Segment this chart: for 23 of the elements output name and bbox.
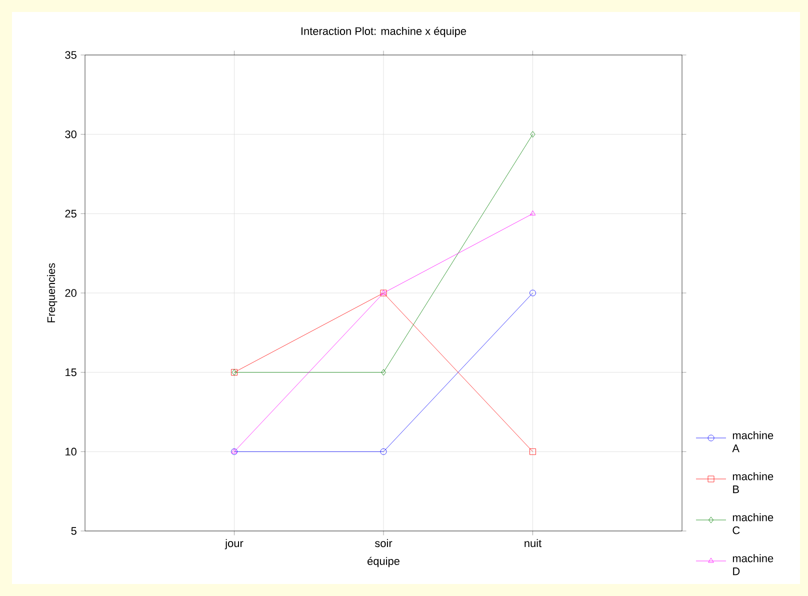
point: [380, 448, 387, 455]
legend-label: machine B: [732, 472, 774, 494]
legend-label: machine C: [732, 513, 774, 534]
x-tick-label: soir: [374, 539, 392, 548]
y-tick-label: 10: [66, 448, 76, 456]
x-tick-label: nuit: [524, 539, 542, 548]
chart-title: Interaction Plot: machine x équipe: [301, 26, 466, 38]
point: [530, 131, 536, 138]
x-tick-label: jour: [224, 539, 244, 550]
legend-label: machine A: [732, 431, 774, 452]
y-tick-label: 15: [66, 368, 76, 376]
y-tick-label: 35: [65, 51, 76, 59]
point: [530, 448, 536, 455]
y-axis-title: Frequencies: [47, 263, 58, 322]
point: [530, 210, 536, 216]
point: [530, 290, 536, 296]
x-axis-title: équipe: [368, 556, 400, 568]
y-tick-label: 5: [71, 527, 76, 535]
y-tick-label: 30: [65, 130, 76, 138]
point: [381, 369, 386, 376]
y-tick-label: 20: [65, 289, 76, 297]
legend-label: machine D: [732, 554, 774, 576]
y-tick-label: 25: [65, 210, 76, 218]
